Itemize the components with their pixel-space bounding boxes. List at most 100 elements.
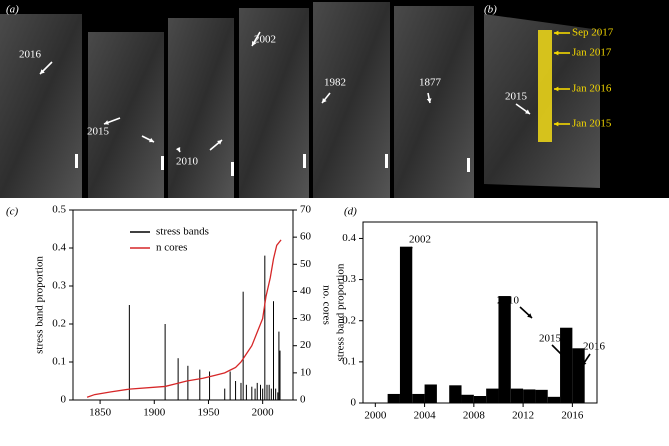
- core-image: [239, 8, 309, 198]
- arrow-head: [554, 121, 559, 127]
- arrow-head: [560, 353, 565, 358]
- y2-tick-label: 70: [300, 204, 312, 216]
- scale-bar: [467, 158, 470, 172]
- y-tick-label: 0.4: [342, 232, 356, 244]
- date-label: Jan 2017: [572, 47, 612, 59]
- bar: [412, 393, 425, 403]
- annotation: 2002: [409, 234, 431, 246]
- panel-label: (c): [6, 206, 19, 218]
- scale-bar: [75, 154, 78, 168]
- x-tick-label: 2004: [414, 410, 437, 422]
- x-tick-label: 1850: [89, 407, 112, 419]
- bar: [399, 246, 413, 403]
- y-tick-label: 0.1: [52, 356, 66, 368]
- core-image: [313, 2, 390, 198]
- y2-tick-label: 60: [300, 231, 312, 243]
- y-tick-label: 0.5: [52, 204, 66, 216]
- core-image: [88, 32, 164, 198]
- arrow-head: [252, 41, 257, 46]
- y-axis-label: stress band proportion: [34, 256, 46, 354]
- arrow-head: [525, 109, 530, 114]
- scale-bar: [385, 154, 388, 168]
- bar: [547, 396, 561, 403]
- legend-label: n cores: [156, 242, 187, 254]
- year-label: 2015: [87, 126, 110, 138]
- bar: [498, 296, 511, 403]
- y-tick-label: 0: [351, 397, 357, 409]
- y2-tick-label: 50: [300, 258, 312, 270]
- arrow-head: [554, 86, 559, 92]
- bar: [473, 396, 487, 403]
- annotation: 2010: [497, 295, 520, 307]
- plot-frame: [72, 209, 294, 401]
- legend-label: stress bands: [156, 226, 209, 238]
- panel-label: (a): [6, 4, 19, 16]
- core-images: [0, 0, 669, 198]
- x-tick-label: 2000: [252, 407, 275, 419]
- scale-bar: [303, 154, 306, 168]
- x-tick-label: 2012: [512, 410, 534, 422]
- date-label: Jan 2015: [572, 118, 612, 130]
- panel-label: (b): [484, 4, 497, 16]
- year-label: 2016: [19, 49, 42, 61]
- y-tick-label: 0.2: [342, 314, 356, 326]
- arrow-head: [426, 98, 432, 103]
- y-tick-label: 0.1: [342, 355, 356, 367]
- y-tick-label: 0.3: [52, 280, 66, 292]
- bar: [560, 327, 573, 403]
- core-image: [394, 6, 474, 198]
- x-tick-label: 1950: [197, 407, 220, 419]
- core-image: [0, 14, 82, 198]
- y-tick-label: 0.3: [342, 273, 356, 285]
- bar: [449, 385, 462, 403]
- bar: [510, 388, 524, 403]
- x-tick-label: 2008: [463, 410, 486, 422]
- x-tick-label: 2000: [364, 410, 387, 422]
- arrow-head: [582, 361, 587, 366]
- arrow-head: [104, 120, 109, 125]
- y-tick-label: 0.4: [52, 242, 66, 254]
- y2-tick-label: 0: [300, 394, 306, 406]
- x-tick-label: 2016: [561, 410, 584, 422]
- bar: [535, 389, 548, 403]
- arrow-head: [554, 30, 559, 36]
- year-label: 2002: [254, 34, 276, 46]
- x-tick-label: 1900: [143, 407, 166, 419]
- year-label: 2015: [505, 91, 528, 103]
- scale-bar: [231, 162, 234, 176]
- bar: [486, 388, 499, 403]
- sample-track: [538, 30, 552, 142]
- arrow-head: [175, 147, 181, 152]
- arrow-head: [554, 50, 559, 56]
- arrow-head: [403, 259, 409, 264]
- core-image: [168, 18, 234, 198]
- arrow-head: [217, 140, 222, 145]
- year-label: 1877: [419, 77, 442, 89]
- y2-tick-label: 40: [300, 285, 312, 297]
- panel-label: (d): [344, 206, 357, 218]
- bar: [572, 348, 585, 403]
- date-label: Jan 2016: [572, 83, 612, 95]
- arrow-head: [527, 313, 532, 318]
- arrow-head: [40, 69, 45, 74]
- year-label: 2010: [176, 156, 199, 168]
- y-tick-label: 0: [61, 394, 67, 406]
- y2-tick-label: 20: [300, 339, 312, 351]
- annotation: 2016: [583, 341, 606, 353]
- arrow-head: [149, 137, 154, 143]
- y-tick-label: 0.2: [52, 318, 66, 330]
- y-axis-label: stress band proportion: [335, 263, 347, 361]
- line: [86, 239, 282, 398]
- bar: [387, 393, 400, 403]
- scale-bar: [161, 156, 164, 170]
- y2-tick-label: 30: [300, 312, 312, 324]
- arrow-head: [322, 98, 327, 103]
- year-label: 1982: [324, 77, 346, 89]
- y2-axis-label: no. cores: [320, 285, 332, 325]
- bar: [523, 389, 536, 403]
- date-label: Sep 2017: [572, 27, 614, 39]
- bar: [424, 384, 437, 403]
- y2-tick-label: 10: [300, 366, 312, 378]
- bar: [461, 394, 474, 403]
